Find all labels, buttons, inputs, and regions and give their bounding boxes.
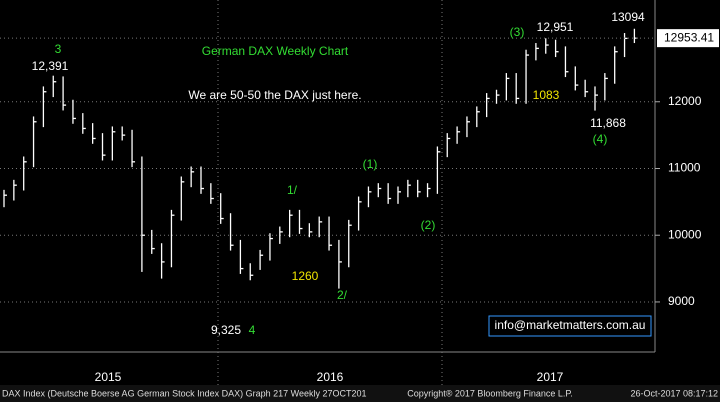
annotation: (3)	[510, 25, 525, 39]
footer-left: DAX Index (Deutsche Boerse AG German Sto…	[2, 388, 367, 398]
annotation: 12,391	[32, 59, 69, 73]
chart-subtitle: We are 50-50 the DAX just here.	[188, 88, 361, 102]
annotation: (2)	[421, 218, 436, 232]
x-tick-label: 2016	[317, 370, 344, 384]
last-price-box	[657, 29, 719, 48]
annotation: (4)	[593, 132, 608, 146]
footer-center: Copyright® 2017 Bloomberg Finance L.P.	[407, 388, 573, 398]
watermark-box	[488, 315, 652, 337]
annotation: 1260	[292, 269, 319, 283]
chart-title: German DAX Weekly Chart	[202, 44, 349, 58]
annotation: 9,325	[211, 323, 241, 337]
annotation: 2/	[337, 288, 348, 302]
annotation: 12,951	[537, 20, 574, 34]
y-tick-label: 9000	[668, 294, 695, 308]
annotation: 4	[249, 323, 256, 337]
annotation: (1)	[363, 157, 378, 171]
annotation: 1083	[533, 88, 560, 102]
y-tick-label: 12000	[668, 94, 702, 108]
footer-right: 26-Oct-2017 08:17:12	[630, 388, 718, 398]
annotation: 13094	[611, 10, 645, 24]
y-tick-label: 10000	[668, 227, 702, 241]
annotation: 1/	[287, 183, 298, 197]
annotation: 3	[55, 42, 62, 56]
annotation: 11,868	[590, 116, 626, 130]
last-price-label: 12953.41	[664, 30, 714, 44]
x-tick-label: 2015	[95, 370, 122, 384]
x-tick-label: 2017	[537, 370, 564, 384]
footer-bar	[0, 385, 720, 402]
watermark: info@marketmatters.com.au	[495, 318, 646, 332]
y-tick-label: 11000	[668, 161, 701, 175]
